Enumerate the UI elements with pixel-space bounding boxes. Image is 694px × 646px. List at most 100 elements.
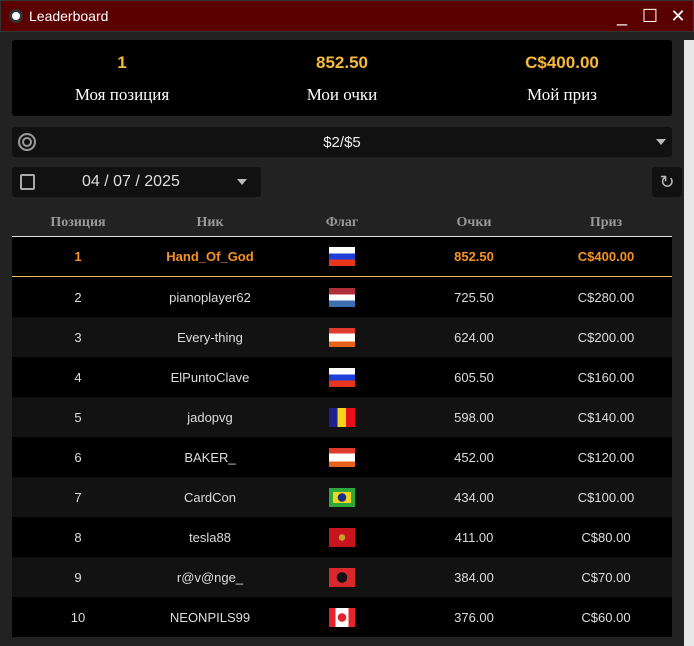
table-row[interactable]: 4 ElPuntoClave 605.50 C$160.00 (12, 357, 672, 397)
flag-ad-icon (329, 407, 355, 427)
flag-cell (276, 247, 408, 266)
header-prize[interactable]: Приз (589, 215, 623, 230)
nick-cell: jadopvg (187, 409, 233, 425)
prize-cell: C$160.00 (577, 369, 635, 385)
close-button[interactable]: ✕ (670, 6, 686, 26)
my-prize: C$400.00 Мой приз (452, 40, 672, 116)
points-cell: 605.50 (454, 369, 494, 385)
flag-nl-icon (329, 287, 355, 307)
table-row[interactable]: 3 Every-thing 624.00 C$200.00 (12, 317, 672, 357)
table-row[interactable]: 7 CardCon 434.00 C$100.00 (12, 477, 672, 517)
nick-cell: Every-thing (177, 329, 243, 345)
header-points[interactable]: Очки (456, 215, 492, 230)
points-cell: 376.00 (454, 609, 494, 625)
points-cell: 452.00 (454, 449, 494, 465)
points-cell: 384.00 (454, 569, 494, 585)
prize-cell: C$140.00 (577, 409, 635, 425)
table-row[interactable]: 10 NEONPILS99 376.00 C$60.00 (12, 597, 672, 637)
calendar-icon (20, 174, 35, 190)
pos-cell: 10 (70, 609, 86, 625)
points-cell: 725.50 (454, 289, 494, 305)
my-position-value: 1 (117, 53, 127, 72)
prize-cell: C$400.00 (577, 249, 635, 264)
chevron-down-icon (656, 139, 666, 145)
window-title: Leaderboard (29, 8, 109, 24)
my-position-label: Моя позиция (74, 85, 170, 104)
prize-cell: C$100.00 (577, 489, 635, 505)
pos-cell: 1 (74, 249, 82, 264)
nick-cell: Hand_Of_God (166, 249, 254, 264)
summary-panel: 1 Моя позиция 852.50 Мои очки C$400.00 М… (12, 40, 672, 116)
nick-cell: NEONPILS99 (169, 609, 251, 625)
pos-cell: 3 (74, 329, 82, 345)
nick-cell: ElPuntoClave (170, 369, 250, 385)
table-row[interactable]: 9 r@v@nge_ 384.00 C$70.00 (12, 557, 672, 597)
pos-cell: 9 (74, 569, 82, 585)
flag-ru-icon (329, 367, 355, 387)
points-cell: 411.00 (454, 529, 494, 545)
my-position: 1 Моя позиция (12, 40, 232, 116)
nick-cell: pianoplayer62 (169, 289, 251, 305)
table-header: Позиция Ник Флаг Очки Приз (12, 210, 672, 237)
nick-cell: BAKER_ (184, 449, 236, 465)
nick-cell: r@v@nge_ (176, 569, 244, 585)
flag-cell (276, 487, 408, 507)
date-value: 04 / 07 / 2025 (82, 173, 180, 190)
pos-cell: 2 (74, 289, 82, 305)
app-logo-icon (9, 9, 23, 23)
flag-cell (276, 607, 408, 627)
prize-cell: C$120.00 (577, 449, 635, 465)
table-row[interactable]: 8 tesla88 411.00 C$80.00 (12, 517, 672, 557)
stakes-dropdown[interactable]: $2/$5 (12, 127, 672, 157)
flag-cell (276, 407, 408, 427)
flag-cell (276, 367, 408, 387)
points-cell: 852.50 (454, 249, 494, 264)
flag-cell (276, 327, 408, 347)
table-row[interactable]: 1 Hand_Of_God 852.50 C$400.00 (12, 237, 672, 277)
header-position[interactable]: Позиция (50, 215, 106, 230)
header-flag[interactable]: Флаг (325, 215, 359, 230)
flag-br-icon (329, 487, 355, 507)
table-row[interactable]: 2 pianoplayer62 725.50 C$280.00 (12, 277, 672, 317)
stakes-value: $2/$5 (323, 133, 361, 151)
maximize-button[interactable]: ☐ (641, 6, 659, 26)
prize-cell: C$280.00 (577, 289, 635, 305)
flag-al-icon (329, 567, 355, 587)
flag-cell (276, 287, 408, 307)
chevron-down-icon (237, 179, 247, 185)
my-prize-label: Мой приз (527, 85, 597, 104)
prize-cell: C$200.00 (577, 329, 635, 345)
scrollbar[interactable] (684, 40, 694, 646)
points-cell: 434.00 (454, 489, 494, 505)
title-bar: Leaderboard _ ☐ ✕ (0, 0, 694, 32)
flag-at-icon (329, 327, 355, 347)
flag-cell (276, 567, 408, 587)
points-cell: 624.00 (454, 329, 494, 345)
flag-me-icon (329, 527, 355, 547)
nick-cell: CardCon (183, 489, 237, 505)
points-cell: 598.00 (454, 409, 494, 425)
flag-at-icon (329, 447, 355, 467)
poker-chip-icon (18, 133, 36, 151)
date-picker[interactable]: 04 / 07 / 2025 (12, 167, 261, 197)
pos-cell: 7 (74, 489, 82, 505)
my-points-label: Мои очки (306, 85, 378, 104)
refresh-button[interactable]: ↻ (652, 167, 682, 197)
flag-ru-icon (329, 247, 355, 266)
prize-cell: C$80.00 (581, 529, 631, 545)
leaderboard-table: Позиция Ник Флаг Очки Приз 1 Hand_Of_God 8… (12, 210, 672, 637)
my-points: 852.50 Мои очки (232, 40, 452, 116)
table-row[interactable]: 6 BAKER_ 452.00 C$120.00 (12, 437, 672, 477)
flag-ca-icon (329, 607, 355, 627)
minimize-button[interactable]: _ (616, 6, 627, 26)
my-prize-value: C$400.00 (525, 53, 599, 72)
flag-cell (276, 527, 408, 547)
prize-cell: C$70.00 (581, 569, 631, 585)
table-row[interactable]: 5 jadopvg 598.00 C$140.00 (12, 397, 672, 437)
my-points-value: 852.50 (316, 53, 368, 72)
header-nick[interactable]: Ник (196, 215, 224, 230)
nick-cell: tesla88 (189, 529, 231, 545)
pos-cell: 6 (74, 449, 82, 465)
pos-cell: 8 (74, 529, 82, 545)
prize-cell: C$60.00 (581, 609, 631, 625)
